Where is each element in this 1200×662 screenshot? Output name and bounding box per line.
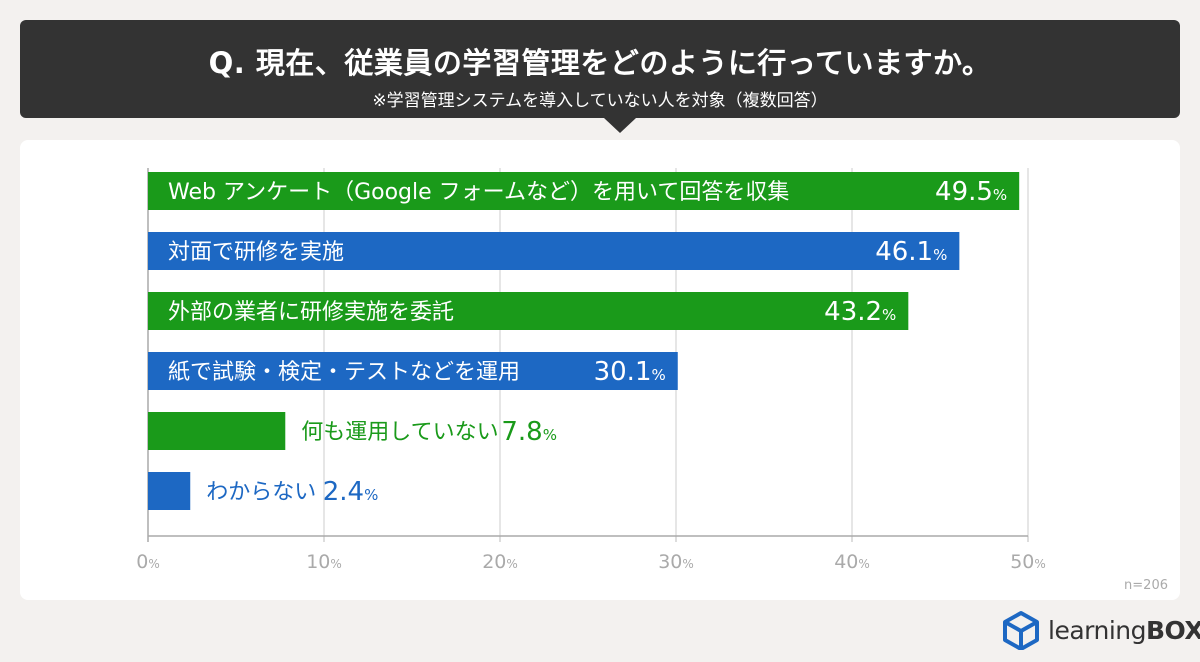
bar — [148, 172, 1020, 210]
bar — [148, 352, 678, 390]
chart-panel: 0% 10% 20% 30% 40% 50% Web アンケート（Google フォームなど… — [20, 140, 1180, 600]
logo-text: learningBOX — [1048, 616, 1200, 645]
question-subtitle: ※学習管理システムを導入していない人を対象（複数回答） — [372, 91, 828, 111]
question-title: Q. 現在、従業員の学習管理をどのように行っていますか。 — [208, 46, 992, 80]
x-tick-label: 10% — [306, 551, 342, 573]
bar-value-label: 43.2% — [824, 297, 896, 327]
x-tick-label: 20% — [482, 551, 518, 573]
bar-category-label: 何も運用していない — [301, 420, 498, 445]
bar-value-label: 49.5% — [935, 177, 1007, 207]
learningbox-logo: learningBOX — [1002, 610, 1200, 650]
bar-chart: 0% 10% 20% 30% 40% 50% Web アンケート（Google フォームなど… — [136, 168, 1046, 573]
bar-category-label: 外部の業者に研修実施を委託 — [168, 300, 454, 325]
bar-value-label: 30.1% — [594, 357, 666, 387]
logo-text-main: learning — [1048, 616, 1147, 645]
x-tick-label: 50% — [1010, 551, 1046, 573]
logo-text-box: BOX — [1146, 616, 1200, 645]
bar-category-label: わからない — [206, 480, 316, 505]
bar-category-label: 対面で研修を実施 — [168, 240, 344, 265]
bar-value-label: 2.4% — [323, 477, 379, 507]
bar — [148, 412, 286, 450]
header-pointer — [604, 118, 636, 133]
bar — [148, 472, 191, 510]
cube-icon — [1003, 611, 1039, 650]
x-tick-label: 40% — [834, 551, 870, 573]
sample-size: n=206 — [1124, 578, 1168, 593]
x-tick-label: 30% — [658, 551, 694, 573]
bar — [148, 292, 909, 330]
bar-value-label: 46.1% — [875, 237, 947, 267]
bar — [148, 232, 960, 270]
x-tick-label: 0% — [136, 551, 160, 573]
bar-value-label: 7.8% — [501, 417, 557, 447]
question-header: Q. 現在、従業員の学習管理をどのように行っていますか。 ※学習管理システムを導… — [20, 20, 1180, 133]
bar-category-label: Web アンケート（Google フォームなど）を用いて回答を収集 — [168, 180, 789, 205]
bar-category-label: 紙で試験・検定・テストなどを運用 — [168, 360, 520, 385]
